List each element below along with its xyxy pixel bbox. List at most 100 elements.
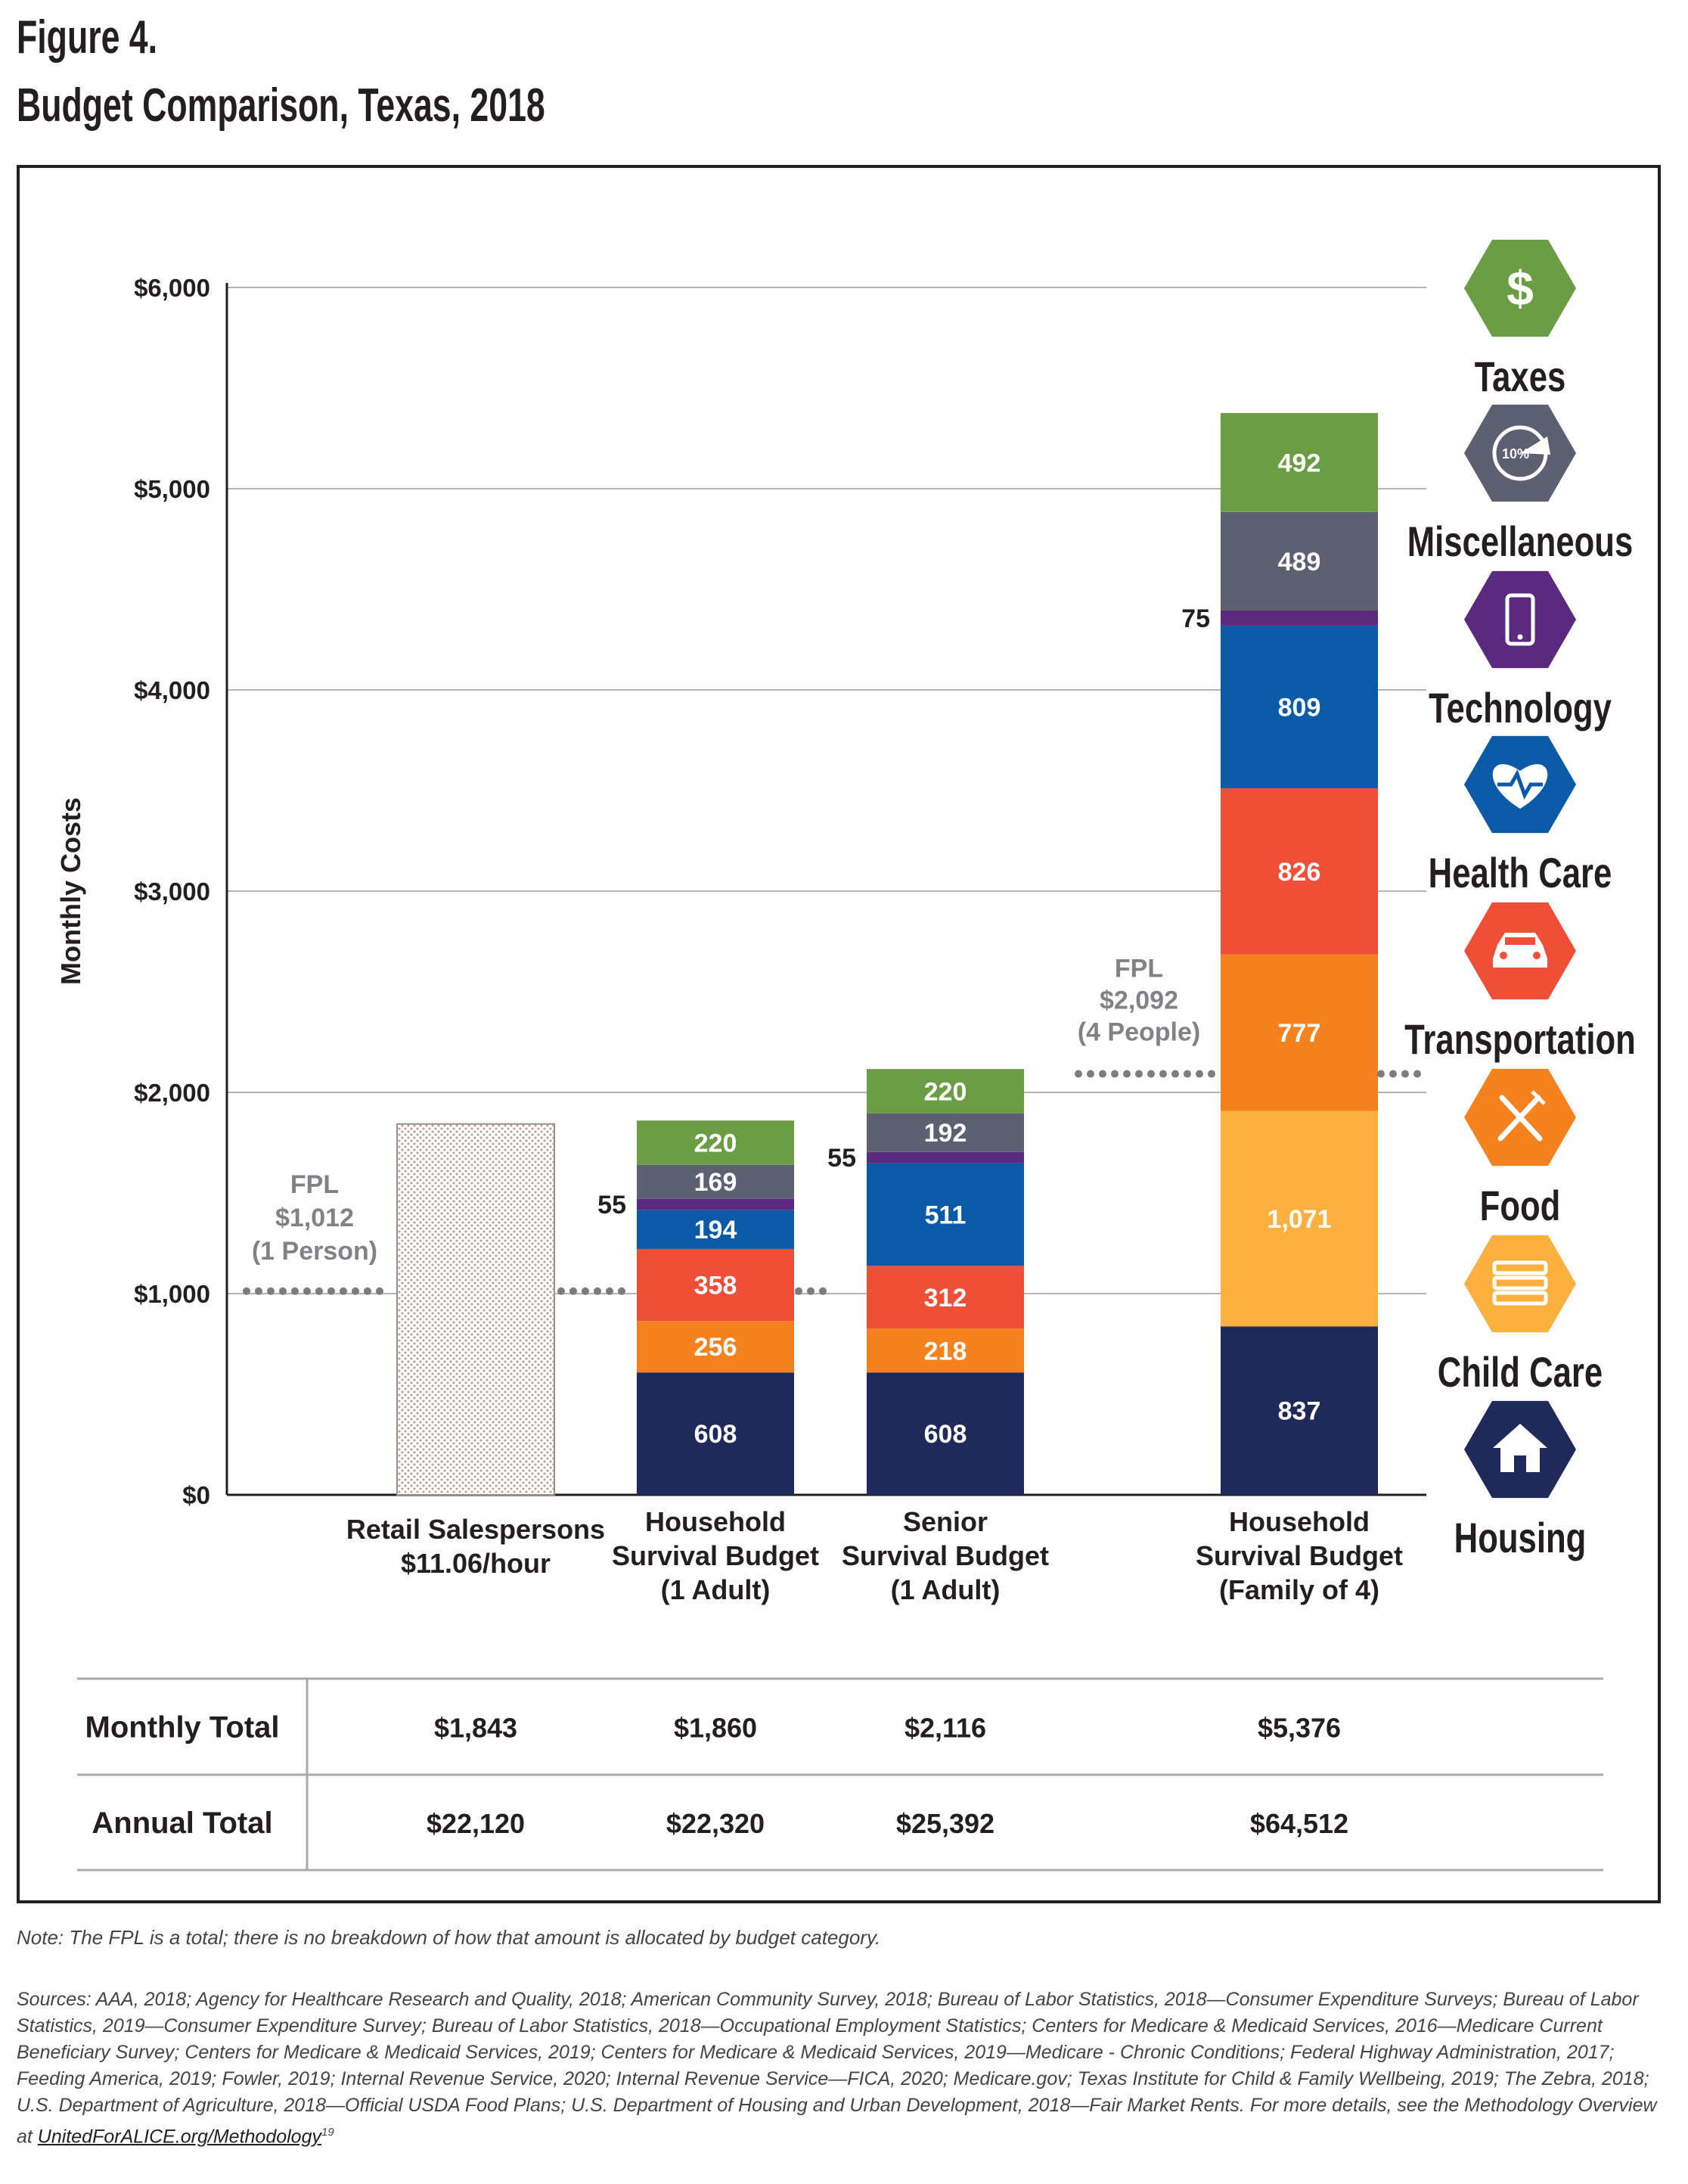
- fpl-dot: [819, 1287, 827, 1295]
- fpl-dot: [1184, 1070, 1191, 1078]
- category-label: (1 Adult): [661, 1574, 771, 1605]
- bar-segment-technology: [867, 1151, 1024, 1163]
- table-cell: $64,512: [1250, 1808, 1348, 1839]
- table-cell: $1,860: [674, 1713, 757, 1744]
- gauge-text: 10%: [1502, 446, 1529, 461]
- fpl-dot: [1389, 1070, 1397, 1078]
- bar-segment-technology: [637, 1198, 794, 1210]
- fpl-dot: [1413, 1070, 1421, 1078]
- legend-label: Miscellaneous: [1407, 518, 1633, 565]
- fork-knife-icon: [1497, 1090, 1546, 1142]
- fpl-dot: [1401, 1070, 1409, 1078]
- bar-segment-taxes: [637, 1120, 794, 1165]
- fpl-dot: [1075, 1070, 1082, 1078]
- methodology-link[interactable]: UnitedForALICE.org/Methodology: [37, 2126, 321, 2148]
- segment-label-outside: 55: [597, 1191, 626, 1219]
- category-label: Household: [1229, 1506, 1370, 1537]
- bar-segment-transportation: [1221, 788, 1378, 955]
- category-label: Survival Budget: [842, 1540, 1049, 1571]
- legend-item-health-care: Health Care: [1429, 735, 1612, 896]
- bar-segment-miscellaneous: [867, 1113, 1024, 1152]
- bar-segment-housing: [867, 1372, 1024, 1495]
- fpl-2-label: FPL: [1115, 955, 1163, 983]
- fpl-dot: [267, 1287, 275, 1295]
- bar-segment-food: [867, 1328, 1024, 1373]
- fpl-2-label: $2,092: [1100, 986, 1178, 1015]
- y-tick-label: $2,000: [134, 1079, 210, 1107]
- legend-label: Housing: [1454, 1515, 1587, 1561]
- legend-label: Taxes: [1475, 353, 1566, 400]
- door: [1514, 1455, 1526, 1472]
- fpl-dot: [1171, 1070, 1179, 1078]
- segment-label: 1,071: [1267, 1205, 1331, 1234]
- segment-label: 218: [924, 1337, 967, 1365]
- bar-segment-technology: [1221, 610, 1378, 626]
- car-light: [1500, 952, 1507, 959]
- legend-label: Technology: [1429, 685, 1612, 732]
- fpl-dot: [618, 1287, 625, 1295]
- table-cell: $5,376: [1258, 1713, 1341, 1744]
- bar-segment-transportation: [867, 1266, 1024, 1329]
- fpl-1-label: FPL: [290, 1170, 339, 1199]
- fpl-dot: [807, 1287, 815, 1295]
- fpl-dot: [255, 1287, 262, 1295]
- y-tick-label: $4,000: [134, 676, 210, 704]
- y-tick-label: $6,000: [134, 274, 210, 302]
- fpl-dot: [1208, 1070, 1215, 1078]
- phone-button: [1517, 634, 1523, 640]
- category-label: $11.06/hour: [401, 1548, 551, 1579]
- segment-label: 194: [694, 1216, 737, 1244]
- bar-segment-health-care: [637, 1210, 794, 1249]
- category-label: Household: [645, 1506, 786, 1537]
- legend-item-technology: Technology: [1429, 570, 1612, 732]
- fpl-dot: [352, 1287, 359, 1295]
- fpl-1-label: $1,012: [275, 1204, 354, 1232]
- legend-hexagon: [1464, 570, 1576, 669]
- legend-item-miscellaneous: 10% Miscellaneous: [1407, 404, 1633, 565]
- table-row-label: Annual Total: [92, 1807, 272, 1840]
- legend-hexagon: [1464, 1235, 1576, 1333]
- segment-label: 511: [925, 1201, 967, 1229]
- book: [1492, 1291, 1548, 1306]
- bar-segment-taxes: [1221, 412, 1378, 512]
- car-icon: [1493, 933, 1547, 968]
- fpl-dot: [569, 1287, 577, 1295]
- fpl-dot: [1135, 1070, 1143, 1078]
- bar-segment-child-care: [1221, 1111, 1378, 1327]
- legend-item-child-care: Child Care: [1438, 1235, 1603, 1396]
- segment-label: 220: [924, 1077, 967, 1106]
- fpl-dot: [1123, 1070, 1131, 1078]
- fpl-2-label: (4 People): [1078, 1018, 1200, 1047]
- fpl-dot: [1111, 1070, 1119, 1078]
- segment-label: 809: [1278, 693, 1321, 722]
- category-label: Survival Budget: [1196, 1540, 1403, 1571]
- table-cell: $25,392: [896, 1808, 994, 1839]
- bar-segment-health-care: [1221, 625, 1378, 789]
- category-label: (1 Adult): [891, 1574, 1001, 1605]
- legend-item-transportation: Transportation: [1404, 902, 1636, 1063]
- segment-label: 256: [694, 1333, 737, 1362]
- table-row-label: Monthly Total: [85, 1711, 280, 1744]
- fpl-dot: [376, 1287, 383, 1295]
- category-label: Senior: [903, 1506, 988, 1537]
- segment-label: 220: [694, 1129, 737, 1158]
- dollar-icon: $: [1506, 261, 1534, 315]
- chart-frame: $0 $1,000 $2,000 $3,000 $4,000 $5,000 $6,000 Mo…: [17, 165, 1661, 1903]
- book: [1492, 1260, 1548, 1275]
- budget-chart: $0 $1,000 $2,000 $3,000 $4,000 $5,000 $6,000 Mo…: [55, 239, 1636, 1872]
- y-axis-title: Monthly Costs: [55, 797, 86, 985]
- bar-segment-housing: [1221, 1326, 1378, 1495]
- legend-label: Child Care: [1438, 1349, 1603, 1396]
- legend-hexagon: [1464, 239, 1576, 337]
- books-icon: [1492, 1260, 1548, 1306]
- bar-segment-miscellaneous: [637, 1164, 794, 1199]
- legend-item-housing: Housing: [1454, 1400, 1587, 1561]
- wage-bar: [396, 1123, 555, 1496]
- segment-label: 169: [694, 1168, 737, 1197]
- bar-segment-food: [637, 1321, 794, 1373]
- fpl-dot: [1147, 1070, 1155, 1078]
- figure-number: Figure 4.: [17, 11, 158, 64]
- legend-item-taxes: $ Taxes: [1464, 239, 1576, 400]
- car-light: [1533, 952, 1541, 959]
- fpl-dot: [1159, 1070, 1167, 1078]
